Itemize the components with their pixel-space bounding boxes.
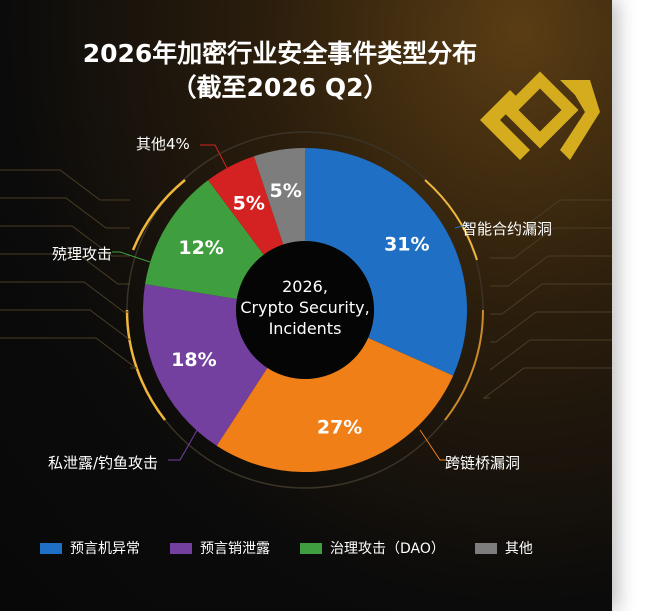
legend-label: 预言机异常: [70, 541, 140, 557]
slice-label-smart-contract: 智能合约漏洞: [462, 220, 553, 238]
legend-swatch: [40, 542, 62, 554]
legend-label: 其他: [504, 541, 533, 557]
legend-label: 预言销泄露: [200, 541, 270, 557]
legend-swatch: [474, 542, 497, 554]
legend-swatch: [300, 542, 322, 554]
legend-item: 预言销泄露: [170, 538, 270, 558]
slice-4: [208, 156, 284, 255]
slice-label-governance: 殑理攻击: [52, 245, 113, 263]
slice-label-other: 其他4%: [136, 135, 190, 153]
legend: 预言机异常 预言销泄露 治理攻击（DAO） 其他: [40, 538, 533, 558]
legend-label: 治理攻击（DAO）: [330, 541, 445, 557]
slice-value-label: 5%: [269, 180, 301, 202]
center-text-line-1: 2026,: [282, 277, 328, 296]
slice-5: [253, 148, 305, 245]
legend-item: 预言机异常: [40, 538, 140, 558]
infographic-panel: 2026年加密行业安全事件类型分布 （截至2026 Q2） 31% 27% 18% 1…: [0, 0, 612, 611]
slice-0: [305, 148, 468, 376]
slice-1: [216, 337, 454, 472]
slice-value-label: 31%: [384, 234, 429, 256]
brand-logo-icon: [480, 71, 600, 160]
slice-value-label: 12%: [178, 237, 223, 259]
slice-value-label: 18%: [171, 349, 216, 371]
slice-value-label: 27%: [317, 416, 362, 438]
slice-value-label: 5%: [233, 192, 265, 214]
legend-swatch: [170, 542, 192, 554]
circuit-decoration: [0, 131, 612, 489]
slice-3: [145, 180, 264, 299]
center-text-line-2: Crypto Security,: [240, 298, 369, 317]
slice-label-phishing: 私泄露/钓鱼攻击: [48, 454, 159, 472]
chart-subtitle: （截至2026 Q2）: [171, 73, 389, 102]
legend-item: 其他: [474, 538, 533, 558]
chart-title: 2026年加密行业安全事件类型分布: [82, 39, 478, 68]
center-text-line-3: Incidents: [269, 319, 342, 338]
slice-2: [143, 284, 268, 446]
legend-item: 治理攻击（DAO）: [300, 538, 445, 558]
donut-hole: [236, 241, 374, 379]
slice-label-bridge: 跨链桥漏洞: [445, 454, 521, 472]
donut-chart: 31%27%18%12%5%5% 2026, Crypto Security, …: [0, 71, 612, 489]
